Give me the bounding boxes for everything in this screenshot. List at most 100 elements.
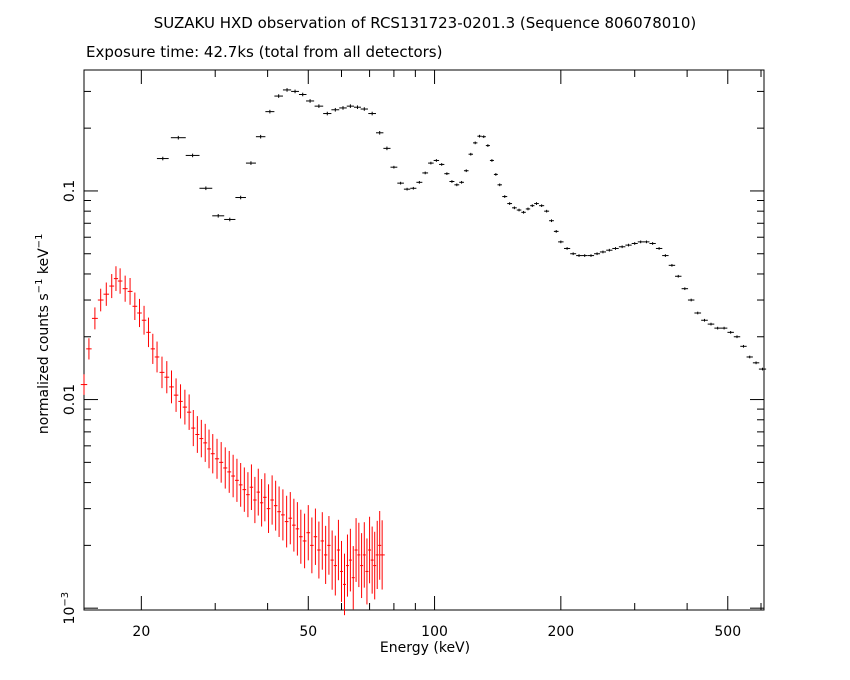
data-point bbox=[714, 326, 721, 330]
data-point bbox=[512, 206, 517, 210]
data-point bbox=[242, 467, 247, 512]
data-point bbox=[103, 282, 110, 306]
data-point bbox=[113, 266, 119, 291]
data-point bbox=[502, 195, 508, 198]
data-point bbox=[375, 520, 379, 590]
data-point bbox=[454, 183, 460, 187]
data-point bbox=[362, 522, 366, 588]
data-point bbox=[631, 242, 638, 245]
data-point bbox=[159, 356, 165, 389]
data-point bbox=[207, 429, 211, 469]
data-point bbox=[570, 252, 577, 256]
data-point bbox=[463, 169, 469, 173]
data-point bbox=[727, 330, 734, 334]
data-point bbox=[270, 475, 274, 525]
data-point bbox=[694, 311, 702, 315]
data-point bbox=[291, 89, 299, 94]
data-point bbox=[327, 516, 331, 575]
data-point bbox=[345, 534, 349, 597]
y-axis-label: normalized counts s−1 keV−1 bbox=[34, 199, 52, 469]
data-point bbox=[553, 230, 559, 233]
data-point bbox=[733, 335, 741, 339]
data-point bbox=[534, 202, 539, 205]
data-point bbox=[238, 462, 243, 507]
data-point bbox=[298, 92, 307, 97]
data-point bbox=[314, 104, 324, 108]
data-point bbox=[687, 298, 695, 302]
data-point bbox=[224, 217, 236, 222]
data-point bbox=[497, 183, 502, 187]
data-point bbox=[752, 361, 760, 365]
data-point bbox=[701, 318, 708, 322]
data-point bbox=[146, 317, 151, 348]
series-1 bbox=[156, 88, 767, 371]
data-point bbox=[292, 498, 296, 552]
data-point bbox=[439, 163, 445, 166]
data-point bbox=[274, 94, 283, 98]
data-point bbox=[245, 161, 256, 165]
y-axis-label-exp1: −1 bbox=[34, 278, 46, 294]
data-point bbox=[365, 538, 369, 605]
data-point bbox=[576, 254, 582, 257]
data-point bbox=[323, 111, 332, 116]
chart-title: SUZAKU HXD observation of RCS131723-0201… bbox=[153, 14, 697, 32]
y-tick-label: 0.01 bbox=[62, 384, 78, 415]
data-point bbox=[373, 531, 377, 600]
x-tick-label: 200 bbox=[547, 624, 574, 640]
data-point bbox=[235, 195, 246, 200]
data-point bbox=[342, 553, 346, 616]
data-point bbox=[330, 530, 334, 590]
data-point bbox=[235, 458, 239, 502]
data-point bbox=[354, 518, 358, 582]
y-tick-label-group: 10−3 bbox=[60, 592, 78, 625]
data-point bbox=[331, 107, 340, 112]
data-point bbox=[231, 454, 236, 498]
data-point bbox=[339, 540, 344, 602]
data-point bbox=[185, 153, 200, 158]
data-point bbox=[368, 111, 377, 116]
data-point bbox=[618, 245, 626, 249]
data-point bbox=[521, 210, 526, 214]
x-tick-label: 100 bbox=[421, 624, 448, 640]
data-point bbox=[473, 141, 478, 145]
data-point bbox=[317, 521, 321, 579]
y-axis-label-exp2: −1 bbox=[34, 233, 46, 249]
data-point bbox=[468, 152, 474, 156]
data-point bbox=[265, 109, 275, 114]
data-point bbox=[383, 146, 391, 151]
data-point bbox=[539, 204, 545, 208]
data-point bbox=[273, 480, 278, 531]
data-point bbox=[681, 287, 689, 291]
data-point bbox=[91, 307, 98, 330]
data-point bbox=[489, 159, 494, 162]
data-point bbox=[310, 517, 314, 574]
data-point bbox=[444, 172, 450, 176]
data-point bbox=[368, 516, 372, 584]
data-point bbox=[154, 341, 160, 373]
y-tick-label: 10−3 bbox=[60, 592, 78, 625]
data-point bbox=[662, 254, 669, 257]
data-point bbox=[612, 247, 619, 250]
data-point bbox=[544, 209, 550, 213]
data-point bbox=[109, 274, 115, 299]
data-point bbox=[549, 219, 554, 223]
data-point bbox=[507, 202, 513, 205]
data-point bbox=[746, 355, 753, 359]
data-point bbox=[137, 298, 142, 328]
data-point bbox=[288, 492, 293, 545]
data-series bbox=[80, 88, 767, 616]
data-point bbox=[302, 513, 307, 569]
data-point bbox=[281, 489, 285, 541]
y-axis-label-text: normalized counts s bbox=[35, 293, 52, 435]
data-point bbox=[117, 268, 123, 294]
data-point bbox=[668, 263, 676, 267]
data-point bbox=[403, 187, 411, 191]
data-point bbox=[266, 484, 271, 533]
x-axis-label: Energy (keV) bbox=[379, 640, 471, 656]
axis-ticks bbox=[84, 70, 764, 610]
data-point bbox=[141, 305, 147, 335]
data-point bbox=[306, 99, 315, 103]
data-point bbox=[758, 367, 767, 371]
data-point bbox=[150, 333, 155, 364]
